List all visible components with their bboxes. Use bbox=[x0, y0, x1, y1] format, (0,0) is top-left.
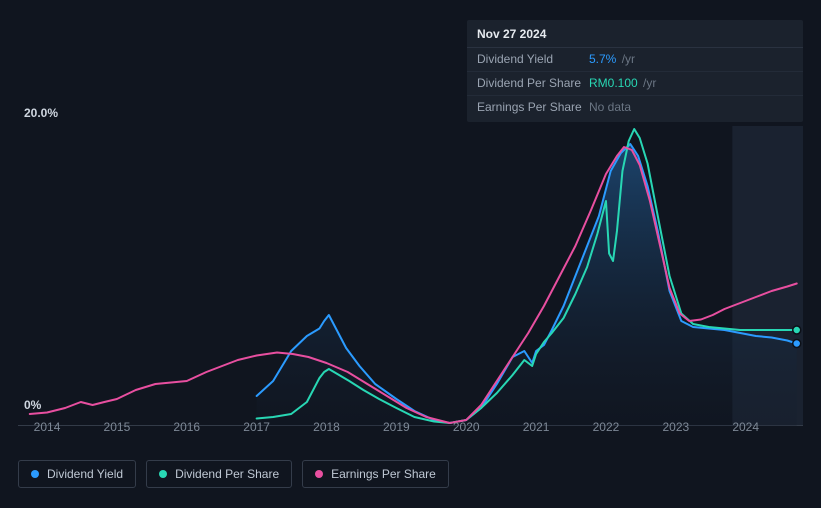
x-axis-label: 2018 bbox=[313, 420, 340, 434]
x-axis-labels: 2014 2015 2016 2017 2018 2019 2020 2021 2022 2023… bbox=[18, 420, 803, 436]
legend-dividend-per-share[interactable]: Dividend Per Share bbox=[146, 460, 292, 488]
legend-dividend-yield[interactable]: Dividend Yield bbox=[18, 460, 136, 488]
tooltip-row: Dividend Per ShareRM0.100 /yr bbox=[467, 71, 803, 95]
chart-plot bbox=[18, 126, 803, 426]
x-axis-label: 2017 bbox=[243, 420, 270, 434]
x-axis-label: 2022 bbox=[593, 420, 620, 434]
legend-dot-icon bbox=[31, 470, 39, 478]
x-axis-label: 2019 bbox=[383, 420, 410, 434]
tooltip-row: Earnings Per ShareNo data bbox=[467, 95, 803, 122]
tooltip-value: No data bbox=[589, 100, 631, 114]
x-axis-label: 2020 bbox=[453, 420, 480, 434]
legend-label: Dividend Per Share bbox=[175, 467, 279, 481]
legend-label: Dividend Yield bbox=[47, 467, 123, 481]
legend-earnings-per-share[interactable]: Earnings Per Share bbox=[302, 460, 449, 488]
tooltip-value: 5.7% /yr bbox=[589, 52, 635, 66]
x-axis-label: 2014 bbox=[34, 420, 61, 434]
x-axis-label: 2023 bbox=[662, 420, 689, 434]
tooltip-date: Nov 27 2024 bbox=[467, 20, 803, 48]
chart-tooltip: Nov 27 2024 Dividend Yield5.7% /yrDivide… bbox=[467, 20, 803, 122]
legend-dot-icon bbox=[159, 470, 167, 478]
tooltip-row: Dividend Yield5.7% /yr bbox=[467, 48, 803, 71]
y-axis-max-label: 20.0% bbox=[24, 106, 58, 120]
x-axis-label: 2015 bbox=[104, 420, 131, 434]
tooltip-key: Dividend Yield bbox=[477, 52, 589, 66]
x-axis-label: 2016 bbox=[173, 420, 200, 434]
dividend-chart[interactable]: 20.0% 0% Past 20142015201620172018201920… bbox=[18, 108, 803, 448]
x-axis-label: 2024 bbox=[732, 420, 759, 434]
tooltip-key: Earnings Per Share bbox=[477, 100, 589, 114]
x-axis-label: 2021 bbox=[523, 420, 550, 434]
tooltip-key: Dividend Per Share bbox=[477, 76, 589, 90]
tooltip-value: RM0.100 /yr bbox=[589, 76, 656, 90]
chart-legend: Dividend Yield Dividend Per Share Earnin… bbox=[18, 460, 449, 488]
legend-dot-icon bbox=[315, 470, 323, 478]
legend-label: Earnings Per Share bbox=[331, 467, 436, 481]
